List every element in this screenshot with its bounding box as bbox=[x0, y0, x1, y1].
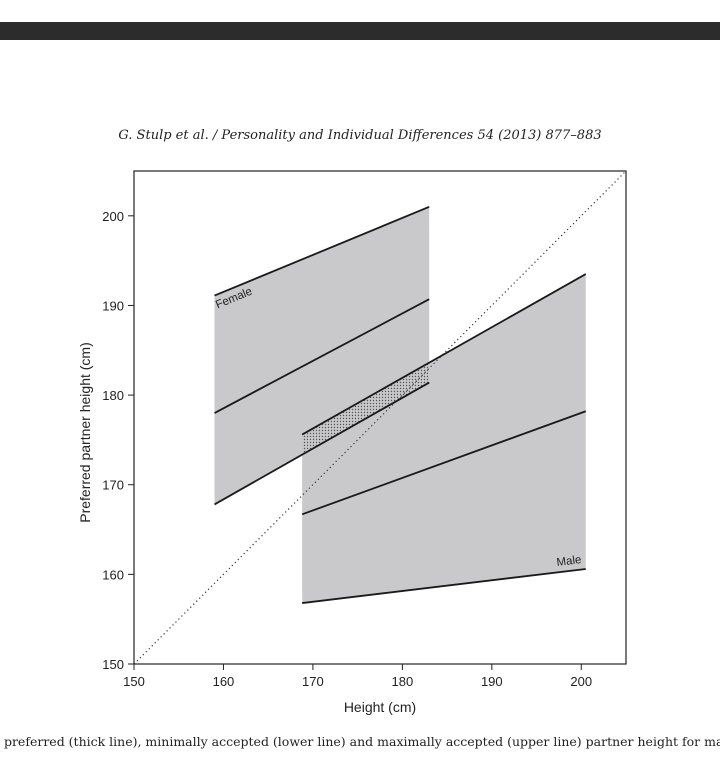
x-tick-label: 170 bbox=[302, 674, 324, 689]
female-preferred-line bbox=[214, 298, 430, 414]
female-minimally-accepted-line bbox=[214, 381, 430, 506]
y-tick-label: 160 bbox=[102, 567, 124, 582]
x-tick-label: 180 bbox=[392, 674, 414, 689]
male-acceptance-band bbox=[302, 274, 586, 604]
male-maximally-accepted-line bbox=[301, 273, 587, 436]
y-tick-label: 190 bbox=[102, 298, 124, 313]
top-bar bbox=[0, 22, 720, 40]
female-maximally-accepted-line bbox=[214, 206, 430, 297]
x-axis-label: Height (cm) bbox=[344, 699, 416, 715]
y-tick-label: 180 bbox=[102, 388, 124, 403]
male-minimally-accepted-line bbox=[302, 568, 586, 604]
x-tick-label: 200 bbox=[570, 674, 592, 689]
running-header: G. Stulp et al. / Personality and Indivi… bbox=[118, 128, 602, 143]
x-tick-label: 190 bbox=[481, 674, 503, 689]
figure-caption: r preferred (thick line), minimally acce… bbox=[0, 734, 720, 749]
figure-caption-text: r preferred (thick line), minimally acce… bbox=[0, 734, 720, 749]
equal-height-reference-line bbox=[133, 170, 627, 665]
male-preferred-line bbox=[301, 410, 587, 516]
y-tick-label: 170 bbox=[102, 478, 124, 493]
plot-frame bbox=[133, 170, 627, 665]
male-band-label: Male bbox=[556, 554, 582, 569]
y-axis-label: Preferred partner height (cm) bbox=[77, 342, 93, 523]
x-tick-label: 160 bbox=[213, 674, 235, 689]
y-tick-label: 150 bbox=[102, 657, 124, 672]
overlap-region bbox=[302, 362, 430, 455]
x-tick-label: 150 bbox=[123, 674, 145, 689]
y-tick-label: 200 bbox=[102, 209, 124, 224]
